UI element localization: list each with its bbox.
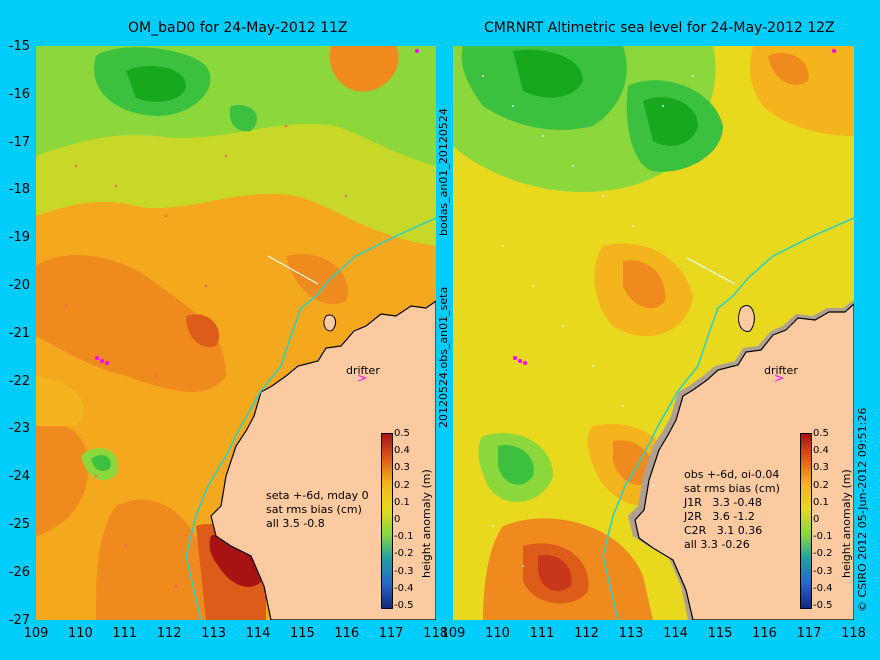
x-tick-label: 113 <box>618 626 644 641</box>
x-tick-label: 113 <box>201 626 226 641</box>
x-tick-label: 112 <box>156 626 182 641</box>
x-tick-label: 110 <box>485 626 510 641</box>
middle-bottom-label: 20120524.obs_an01_seta <box>437 286 450 428</box>
x-tick-label: 112 <box>574 626 599 641</box>
svg-text:>: > <box>774 371 784 385</box>
colorbar-tick-label: 0 <box>394 514 401 525</box>
left-map-svg: > <box>36 46 436 620</box>
colorbar-tick-label: -0.5 <box>394 600 414 611</box>
left-note-3: all 3.5 -0.8 <box>266 517 325 530</box>
y-tick-label: -17 <box>8 134 30 150</box>
y-tick-label: -22 <box>8 373 30 389</box>
right-note-1: obs +-6d, oi-0.04 <box>684 468 780 481</box>
colorbar-tick-label: 0.1 <box>813 496 829 508</box>
drifter-markers-left <box>95 49 419 365</box>
y-tick-label: -15 <box>8 39 30 54</box>
y-tick-label: -19 <box>8 230 30 246</box>
colorbar-tick-label: -0.3 <box>813 565 833 577</box>
x-tick-label: 109 <box>23 626 49 641</box>
colorbar-tick-label: 0.1 <box>394 496 410 508</box>
right-map-svg: > <box>453 46 854 620</box>
x-tick-label: 117 <box>796 626 822 641</box>
left-note-2: sat rms bias (cm) <box>266 503 362 516</box>
x-tick-label: 109 <box>440 626 466 641</box>
left-note-1: seta +-6d, mday 0 <box>266 489 369 502</box>
right-drifter-label: drifter <box>764 364 798 377</box>
drifter-markers-right <box>513 49 836 365</box>
right-note-6: all 3.3 -0.26 <box>684 538 750 551</box>
x-tick-label: 110 <box>67 626 93 641</box>
svg-text:>: > <box>357 371 367 385</box>
x-tick-label: 118 <box>841 626 866 641</box>
left-panel-title: OM_baD0 for 24-May-2012 11Z <box>128 20 348 36</box>
colorbar-tick-label: 0.3 <box>813 462 829 474</box>
y-tick-label: -21 <box>8 325 30 341</box>
colorbar-tick-label: -0.1 <box>394 531 414 543</box>
x-tick-label: 116 <box>752 626 777 641</box>
y-tick-label: -23 <box>8 421 30 437</box>
right-note-3: J1R 3.3 -0.48 <box>684 496 762 509</box>
colorbar-tick-label: 0.5 <box>813 428 829 439</box>
x-tick-label: 116 <box>334 626 360 641</box>
right-colorbar <box>800 433 812 609</box>
colorbar-tick-label: 0.2 <box>394 479 410 491</box>
left-drifter-label: drifter <box>346 364 380 377</box>
x-tick-label: 111 <box>529 626 555 641</box>
x-tick-label: 115 <box>289 626 315 641</box>
right-panel-title: CMRNRT Altimetric sea level for 24-May-2… <box>484 20 835 36</box>
y-tick-label: -26 <box>8 564 30 580</box>
colorbar-tick-label: -0.3 <box>394 565 414 577</box>
y-tick-label: -25 <box>8 517 30 532</box>
colorbar-tick-label: 0.5 <box>394 428 410 439</box>
colorbar-tick-label: -0.4 <box>394 582 414 594</box>
y-tick-label: -18 <box>8 182 30 198</box>
left-map-panel: > <box>36 46 436 620</box>
y-tick-label: -20 <box>8 278 30 293</box>
colorbar-tick-label: 0 <box>813 514 820 525</box>
y-tick-label: -27 <box>8 612 30 628</box>
colorbar-tick-label: -0.5 <box>813 600 833 611</box>
colorbar-tick-label: 0.4 <box>813 445 829 457</box>
colorbar-tick-label: -0.1 <box>813 531 833 543</box>
x-tick-label: 111 <box>112 626 138 641</box>
x-tick-label: 114 <box>663 626 688 641</box>
colorbar-tick-label: 0.4 <box>394 445 410 457</box>
right-note-5: C2R 3.1 0.36 <box>684 524 763 537</box>
colorbar-tick-label: -0.4 <box>813 582 833 594</box>
right-map-panel: > <box>453 46 854 620</box>
x-tick-label: 118 <box>423 626 448 641</box>
x-tick-label: 115 <box>707 626 733 641</box>
right-colorbar-title: height anomaly (m) <box>840 469 853 578</box>
colorbar-tick-label: 0.2 <box>813 479 829 491</box>
left-colorbar <box>381 433 393 609</box>
colorbar-tick-label: -0.2 <box>394 548 414 560</box>
y-tick-label: -24 <box>8 469 30 485</box>
middle-top-label: bodas_an01_20120524 <box>437 108 450 236</box>
copyright-label: © CSIRO 2012 05-Jun-2012 09:51:26 <box>856 407 869 612</box>
right-note-4: J2R 3.6 -1.2 <box>684 510 755 523</box>
y-tick-label: -16 <box>8 86 30 102</box>
right-note-2: sat rms bias (cm) <box>684 482 780 495</box>
colorbar-tick-label: 0.3 <box>394 462 410 474</box>
left-colorbar-title: height anomaly (m) <box>420 469 433 578</box>
x-tick-label: 117 <box>378 626 404 641</box>
colorbar-tick-label: -0.2 <box>813 548 833 560</box>
x-tick-label: 114 <box>245 626 271 641</box>
